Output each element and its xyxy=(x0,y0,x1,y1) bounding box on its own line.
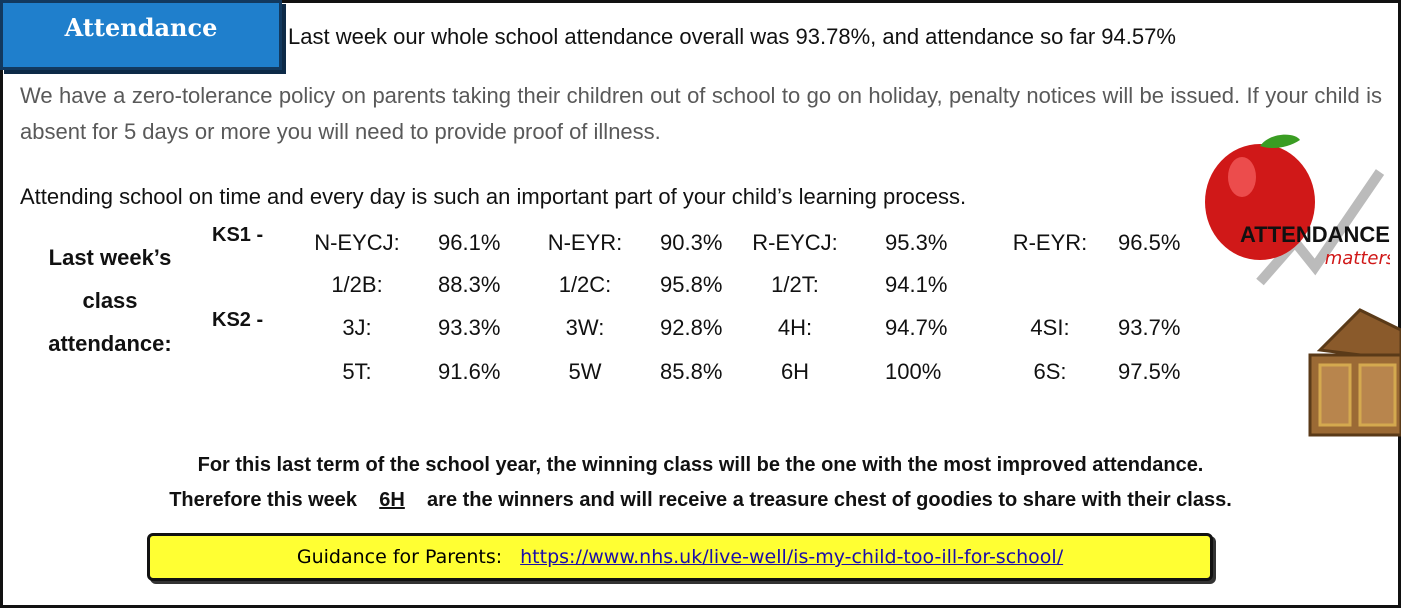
text: are the winners and will receive a treas… xyxy=(427,489,1232,511)
class-attendance: 100% xyxy=(885,359,941,385)
summary: Last week our whole school attendance ov… xyxy=(288,24,1176,50)
class-attendance: 88.3% xyxy=(438,272,500,298)
class-name: 6S: xyxy=(1033,359,1066,385)
logo-subtitle: matters xyxy=(1325,248,1390,269)
text: Therefore this week xyxy=(169,489,357,511)
apple-logo: ATTENDANCE matters xyxy=(1200,132,1390,302)
class-name: N-EYCJ: xyxy=(314,230,400,256)
winners-text: For this last term of the school year, t… xyxy=(0,454,1401,477)
policy-text: We have a zero-tolerance policy on paren… xyxy=(20,78,1382,150)
class-name: 1/2T: xyxy=(771,272,819,298)
panel xyxy=(1360,365,1395,425)
guidance-link[interactable]: https://www.nhs.uk/live-well/is-my-child… xyxy=(520,546,1063,568)
guidance-label: Guidance for Parents: xyxy=(297,546,502,568)
class-attendance: 85.8% xyxy=(660,359,722,385)
class-attendance: 92.8% xyxy=(660,315,722,341)
class-attendance: 93.3% xyxy=(438,315,500,341)
class-attendance: 94.1% xyxy=(885,272,947,298)
winner-class: 6H xyxy=(363,489,421,512)
lid xyxy=(1320,310,1401,360)
guidance-box: Guidance for Parents: https://www.nhs.uk/… xyxy=(147,533,1213,581)
treasure-chest xyxy=(1300,300,1401,440)
winners-text: Therefore this week 6H are the winners and… xyxy=(0,489,1401,512)
class-name: 5W xyxy=(569,359,602,385)
class-name: 1/2C: xyxy=(559,272,612,298)
leaf xyxy=(1260,135,1300,148)
class-name: 3J: xyxy=(342,315,371,341)
class-name: 5T: xyxy=(342,359,371,385)
class-name: 4H: xyxy=(778,315,812,341)
shine xyxy=(1228,157,1256,197)
class-name: R-EYCJ: xyxy=(752,230,838,256)
class-attendance: 93.7% xyxy=(1118,315,1180,341)
class-attendance: 97.5% xyxy=(1118,359,1180,385)
logo-title: ATTENDANCE xyxy=(1240,222,1390,247)
class-name: N-EYR: xyxy=(548,230,623,256)
class-attendance: 95.8% xyxy=(660,272,722,298)
class-attendance: 96.1% xyxy=(438,230,500,256)
panel xyxy=(1320,365,1350,425)
page: {"header": {"badge": "Attendance", "summ… xyxy=(0,0,1401,608)
class-attendance: 94.7% xyxy=(885,315,947,341)
class-attendance: 91.6% xyxy=(438,359,500,385)
table-label: Last week’s class attendance: xyxy=(20,236,200,365)
class-name: 1/2B: xyxy=(331,272,382,298)
class-name: 3W: xyxy=(566,315,605,341)
class-name: 4SI: xyxy=(1030,315,1069,341)
class-attendance: 90.3% xyxy=(660,230,722,256)
class-attendance: 95.3% xyxy=(885,230,947,256)
policy-text: Attending school on time and every day i… xyxy=(20,184,966,210)
class-name: R-EYR: xyxy=(1013,230,1088,256)
group-name: KS2 - xyxy=(212,309,263,332)
class-name: 6H xyxy=(781,359,809,385)
group-name: KS1 - xyxy=(212,224,263,247)
badge: Attendance xyxy=(0,0,282,70)
class-attendance: 96.5% xyxy=(1118,230,1180,256)
